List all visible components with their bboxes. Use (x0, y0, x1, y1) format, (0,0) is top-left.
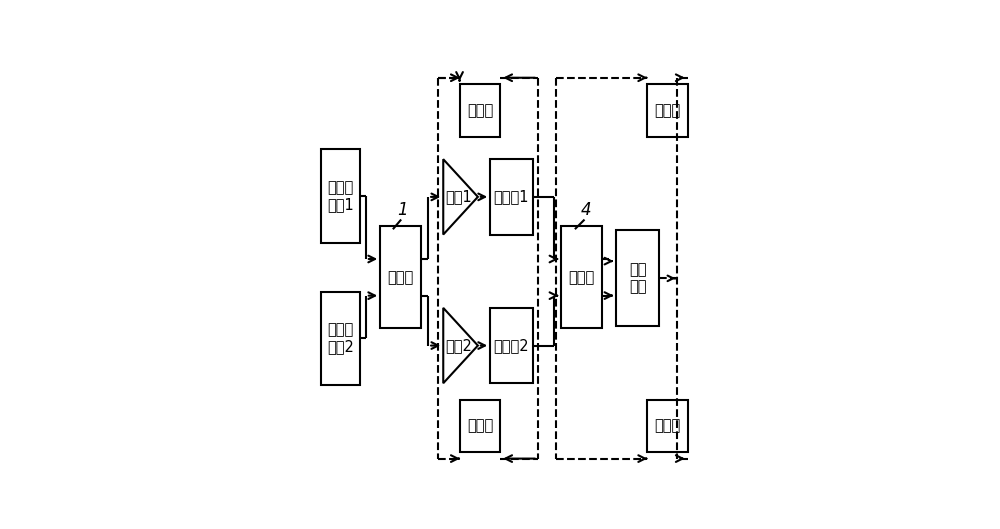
Text: 频谱仪: 频谱仪 (467, 103, 493, 118)
Text: 4: 4 (581, 201, 591, 219)
Bar (321, 149, 360, 243)
Polygon shape (443, 159, 478, 234)
Text: 衰减器2: 衰减器2 (494, 338, 529, 353)
Bar (380, 226, 421, 328)
Bar (490, 159, 533, 234)
Bar (647, 84, 688, 137)
Bar (321, 291, 360, 385)
Text: 1: 1 (397, 201, 408, 219)
Text: 耦合器: 耦合器 (569, 270, 595, 285)
Bar (490, 308, 533, 383)
Bar (647, 399, 688, 452)
Text: 功放2: 功放2 (445, 338, 472, 353)
Text: 信号发
生器2: 信号发 生器2 (327, 322, 354, 354)
Text: 频谱仪: 频谱仪 (654, 418, 680, 433)
Bar (616, 231, 659, 326)
Bar (460, 399, 500, 452)
Text: 电子
开关: 电子 开关 (629, 262, 647, 295)
Text: 功放1: 功放1 (445, 189, 472, 204)
Polygon shape (443, 308, 478, 383)
Text: 耦合器: 耦合器 (387, 270, 414, 285)
Text: 频谱仪: 频谱仪 (467, 418, 493, 433)
Bar (460, 84, 500, 137)
Text: 频谱仪: 频谱仪 (654, 103, 680, 118)
Text: 衰减器1: 衰减器1 (494, 189, 529, 204)
Bar (561, 226, 602, 328)
Text: 信号发
生器1: 信号发 生器1 (327, 180, 354, 212)
